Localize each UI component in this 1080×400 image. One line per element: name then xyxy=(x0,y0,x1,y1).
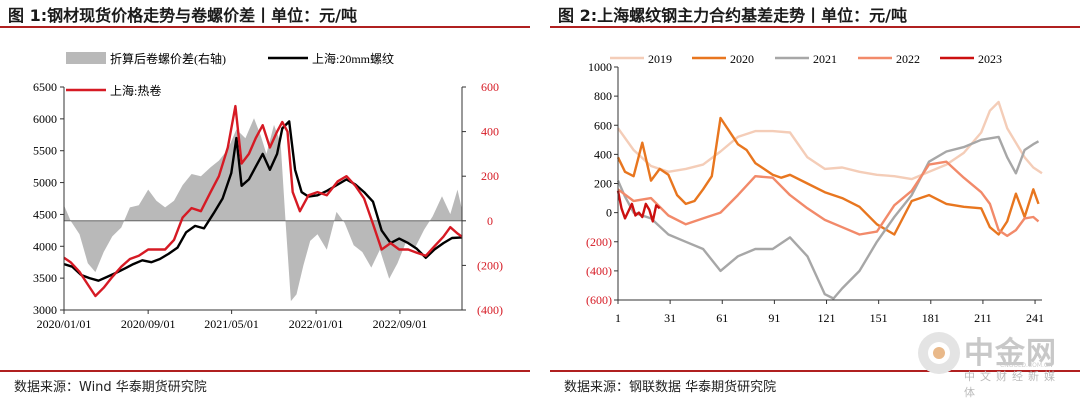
y2-tick-label: 400 xyxy=(481,125,499,139)
data-source: 数据来源：钢联数据 华泰期货研究院 xyxy=(564,380,777,395)
y-tick-label: (200) xyxy=(586,235,612,249)
source-rule xyxy=(550,370,1080,372)
legend-label-spread: 折算后卷螺价差(右轴) xyxy=(110,51,226,66)
basis-chart: 1000 800 600 400 200 0 (200) (400) (600)1 31 61 91 1… xyxy=(586,52,1044,325)
series-line-2021 xyxy=(616,135,1040,300)
y2-tick-label: 0 xyxy=(487,214,493,228)
legend-label-2021: 2021 xyxy=(813,52,837,66)
y-tick-label: 200 xyxy=(594,177,612,191)
watermark-logo-icon xyxy=(918,332,960,374)
y-tick-label: 1000 xyxy=(588,60,612,74)
chart-panel-left: 图 1:钢材现货价格走势与卷螺价差丨单位：元/吨 3000 3500 4000 450… xyxy=(0,0,530,400)
watermark-logo-text: 中金网 xyxy=(964,336,1057,371)
y-tick-label: (600) xyxy=(586,293,612,307)
series-line-2023 xyxy=(616,190,661,223)
y-tick-label: 3500 xyxy=(33,271,57,285)
x-tick-label: 2022/01/01 xyxy=(289,317,344,331)
x-tick-label: 211 xyxy=(974,311,992,325)
watermark-tagline: 中文财经新媒体 xyxy=(964,370,1060,399)
title-rule xyxy=(0,26,530,28)
series-line-2022 xyxy=(617,160,1040,238)
series-spread-area xyxy=(64,118,462,302)
watermark: 中金网 CNGOLD.COM.CN 中文财经新媒体 xyxy=(914,328,1074,399)
x-tick-label: 91 xyxy=(768,311,780,325)
x-tick-label: 31 xyxy=(664,311,676,325)
x-tick-label: 1 xyxy=(615,311,621,325)
y-tick-label: 4500 xyxy=(33,207,57,221)
series-line-2020 xyxy=(616,116,1040,236)
x-tick-label: 121 xyxy=(818,311,836,325)
y-tick-label: (400) xyxy=(586,264,612,278)
legend-label-rebar: 上海:20mm螺纹 xyxy=(312,51,394,66)
y-tick-label: 800 xyxy=(594,89,612,103)
data-source: 数据来源：Wind 华泰期货研究院 xyxy=(14,380,207,395)
source-rule xyxy=(0,370,530,372)
legend-label-2022: 2022 xyxy=(896,52,920,66)
watermark-url: CNGOLD.COM.CN xyxy=(1000,362,1053,369)
legend-label-hrc: 上海:热卷 xyxy=(110,83,161,98)
y-tick-label: 5500 xyxy=(33,144,57,158)
y-tick-label: 400 xyxy=(594,147,612,161)
chart-panel-right: 图 2:上海螺纹钢主力合约基差走势丨单位：元/吨 1000 800 600 400 20… xyxy=(550,0,1080,400)
chart-title: 图 2:上海螺纹钢主力合约基差走势丨单位：元/吨 xyxy=(558,6,907,25)
x-tick-label: 61 xyxy=(716,311,728,325)
x-tick-label: 241 xyxy=(1026,311,1044,325)
y-tick-label: 6000 xyxy=(33,112,57,126)
y2-tick-label: (200) xyxy=(477,258,503,272)
legend-label-2019: 2019 xyxy=(648,52,672,66)
x-tick-label: 2020/09/01 xyxy=(121,317,176,331)
y2-tick-label: (400) xyxy=(477,303,503,317)
y-tick-label: 600 xyxy=(594,118,612,132)
y-tick-label: 3000 xyxy=(33,303,57,317)
y2-tick-label: 200 xyxy=(481,169,499,183)
y-tick-label: 5000 xyxy=(33,176,57,190)
x-tick-label: 181 xyxy=(922,311,940,325)
series-line-2019 xyxy=(617,100,1043,181)
y-tick-label: 6500 xyxy=(33,80,57,94)
price-chart: 3000 3500 4000 4500 5000 5500 6000 6500 600 400 20… xyxy=(33,51,503,331)
x-tick-label: 2020/01/01 xyxy=(37,317,92,331)
x-tick-label: 2021/05/01 xyxy=(204,317,259,331)
chart-title: 图 1:钢材现货价格走势与卷螺价差丨单位：元/吨 xyxy=(8,6,357,25)
legend-label-2023: 2023 xyxy=(978,52,1002,66)
title-rule xyxy=(550,26,1080,28)
series-hrc-line xyxy=(63,104,463,298)
y2-tick-label: 600 xyxy=(481,80,499,94)
y-tick-label: 0 xyxy=(606,206,612,220)
x-tick-label: 2022/09/01 xyxy=(373,317,428,331)
legend-label-2020: 2020 xyxy=(730,52,754,66)
y-tick-label: 4000 xyxy=(33,239,57,253)
legend-swatch-spread xyxy=(66,52,106,64)
x-tick-label: 151 xyxy=(870,311,888,325)
